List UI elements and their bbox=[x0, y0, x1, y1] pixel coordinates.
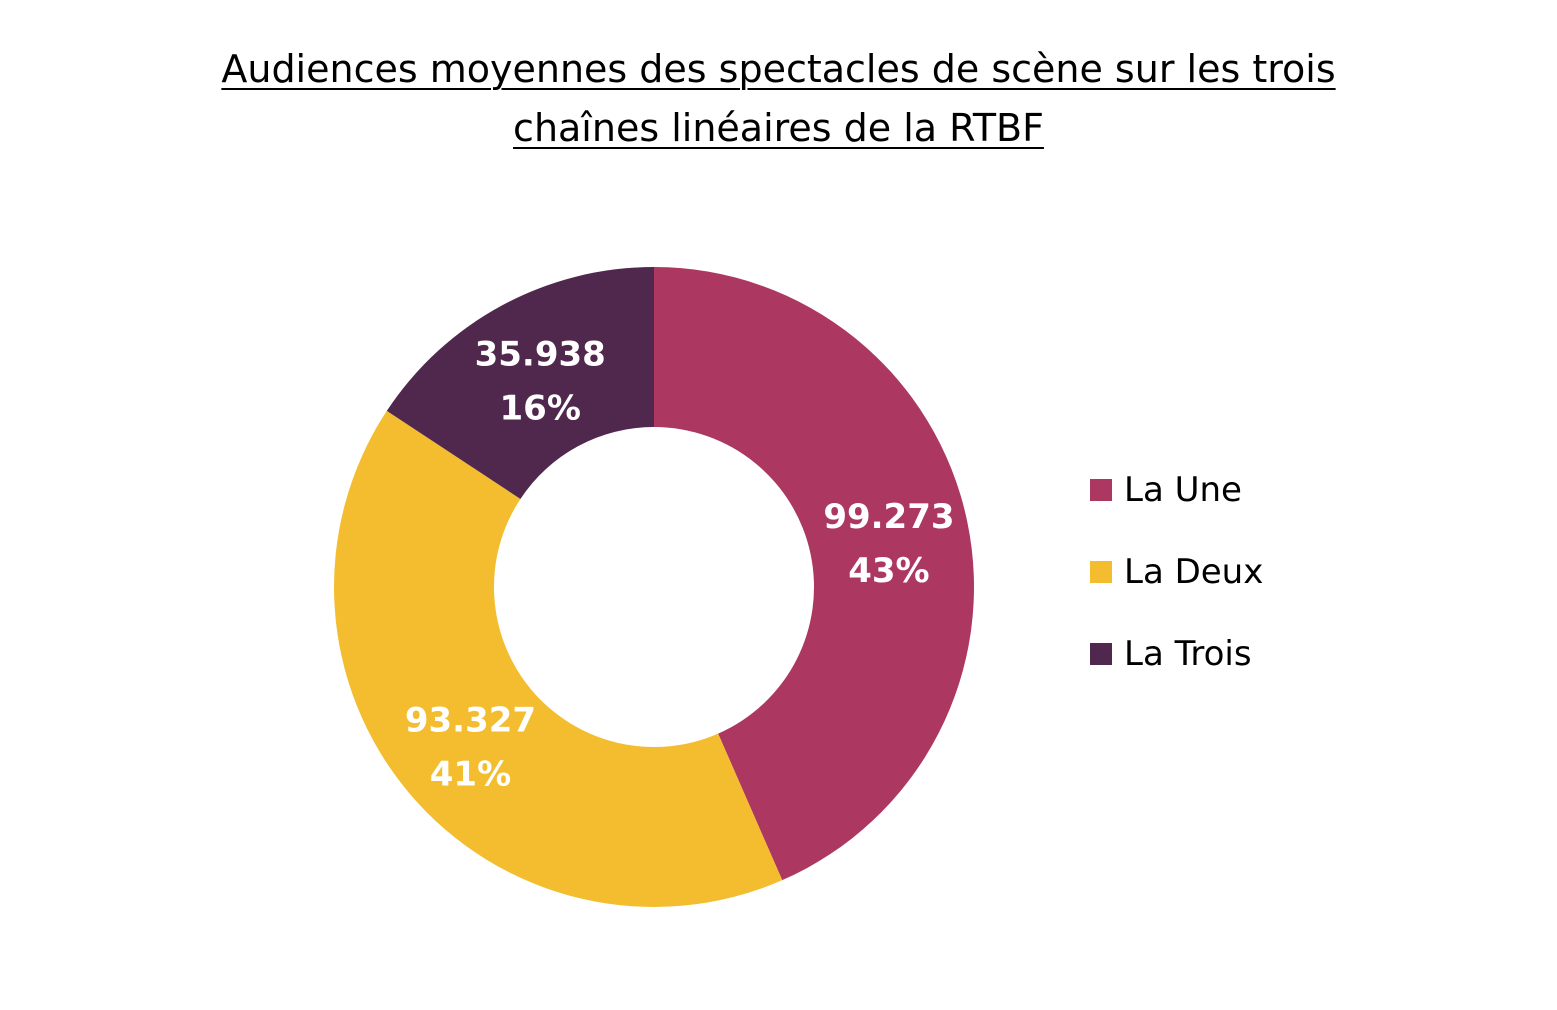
data-label-value-la-deux: 93.327 bbox=[405, 701, 536, 741]
donut-slice-la-une bbox=[654, 267, 975, 881]
data-label-percent-la-une: 43% bbox=[848, 551, 929, 591]
data-label-value-la-trois: 35.938 bbox=[475, 335, 606, 375]
donut-slices bbox=[333, 267, 975, 908]
legend-item-la-trois: La Trois bbox=[1090, 630, 1263, 712]
data-label-percent-la-deux: 41% bbox=[430, 755, 511, 795]
legend-label-la-trois: La Trois bbox=[1124, 634, 1252, 674]
legend-item-la-une: La Une bbox=[1090, 466, 1263, 548]
legend-swatch-la-deux bbox=[1090, 561, 1112, 583]
legend-item-la-deux: La Deux bbox=[1090, 548, 1263, 630]
data-label-percent-la-trois: 16% bbox=[500, 389, 581, 429]
donut-data-labels: 99.273 43% 93.327 41% 35.938 16% bbox=[405, 335, 955, 795]
legend: La Une La Deux La Trois bbox=[1090, 466, 1263, 712]
chart-title-line-1: Audiences moyennes des spectacles de scè… bbox=[221, 47, 1336, 91]
legend-label-la-deux: La Deux bbox=[1124, 552, 1264, 592]
data-label-value-la-une: 99.273 bbox=[823, 497, 954, 537]
chart-title: Audiences moyennes des spectacles de scè… bbox=[0, 40, 1557, 158]
legend-swatch-la-une bbox=[1090, 479, 1112, 501]
donut-slice-la-trois bbox=[386, 267, 654, 499]
legend-label-la-une: La Une bbox=[1124, 470, 1242, 510]
legend-swatch-la-trois bbox=[1090, 643, 1112, 665]
donut-slice-la-deux bbox=[333, 410, 783, 908]
chart-title-line-2: chaînes linéaires de la RTBF bbox=[513, 106, 1044, 150]
